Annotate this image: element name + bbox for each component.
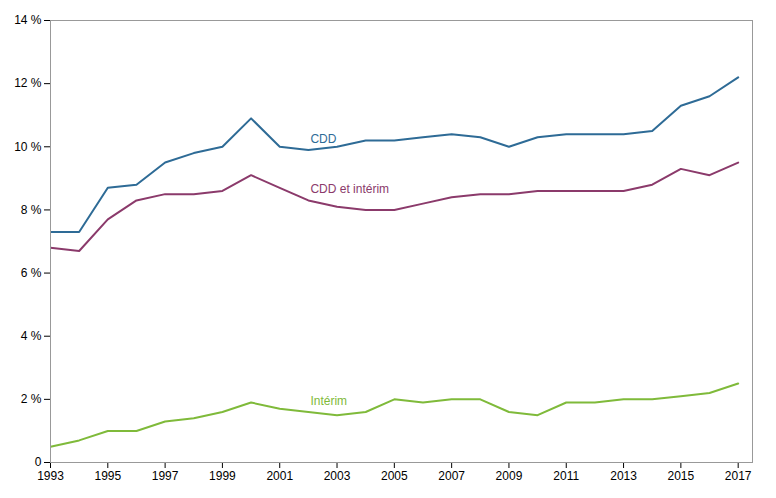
svg-text:2007: 2007	[438, 469, 465, 483]
svg-text:2003: 2003	[324, 469, 351, 483]
svg-text:CDD et intérim: CDD et intérim	[310, 182, 389, 196]
svg-text:12 %: 12 %	[14, 76, 42, 90]
svg-text:1993: 1993	[37, 469, 64, 483]
svg-text:1997: 1997	[152, 469, 179, 483]
svg-text:2 %: 2 %	[21, 392, 42, 406]
svg-text:6 %: 6 %	[21, 266, 42, 280]
svg-text:14 %: 14 %	[14, 13, 42, 27]
svg-text:2005: 2005	[381, 469, 408, 483]
svg-text:2017: 2017	[725, 469, 752, 483]
svg-text:10 %: 10 %	[14, 140, 42, 154]
svg-text:1995: 1995	[94, 469, 121, 483]
svg-text:0: 0	[35, 455, 42, 469]
svg-text:2013: 2013	[610, 469, 637, 483]
svg-text:CDD: CDD	[310, 132, 336, 146]
svg-text:2015: 2015	[668, 469, 695, 483]
svg-text:2009: 2009	[496, 469, 523, 483]
svg-text:8 %: 8 %	[21, 203, 42, 217]
svg-text:Intérim: Intérim	[310, 394, 347, 408]
svg-text:2011: 2011	[553, 469, 579, 483]
svg-text:1999: 1999	[209, 469, 236, 483]
svg-text:4 %: 4 %	[21, 329, 42, 343]
svg-text:2001: 2001	[266, 469, 293, 483]
